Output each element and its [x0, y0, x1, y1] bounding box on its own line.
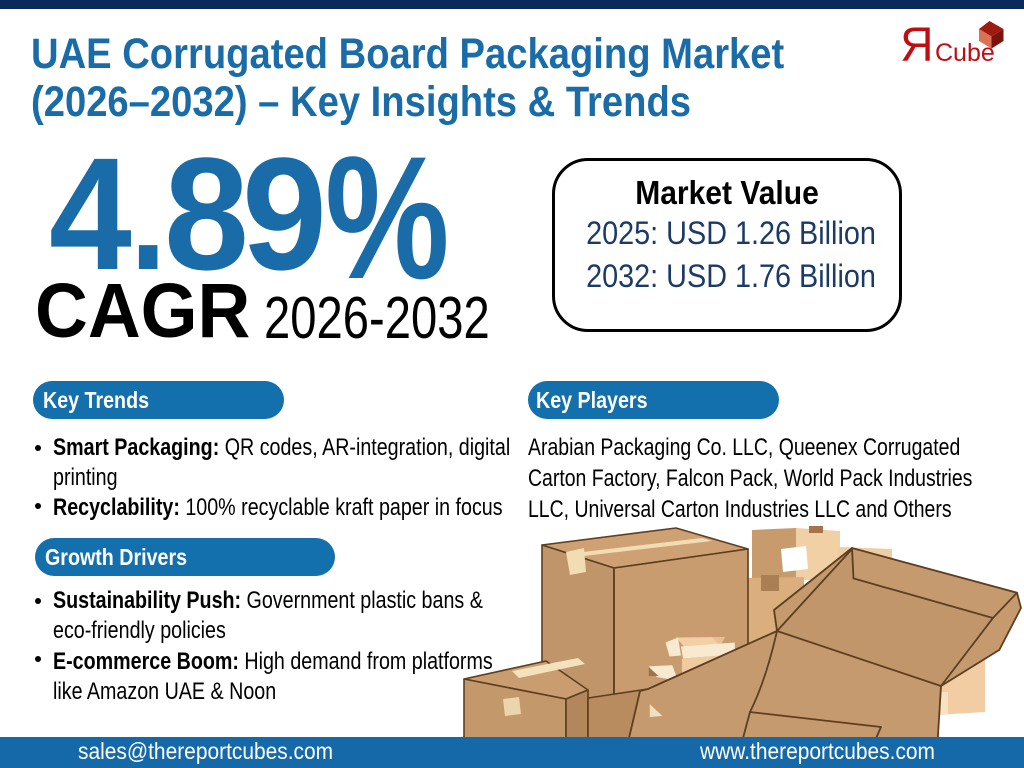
svg-text:R: R	[900, 17, 933, 70]
